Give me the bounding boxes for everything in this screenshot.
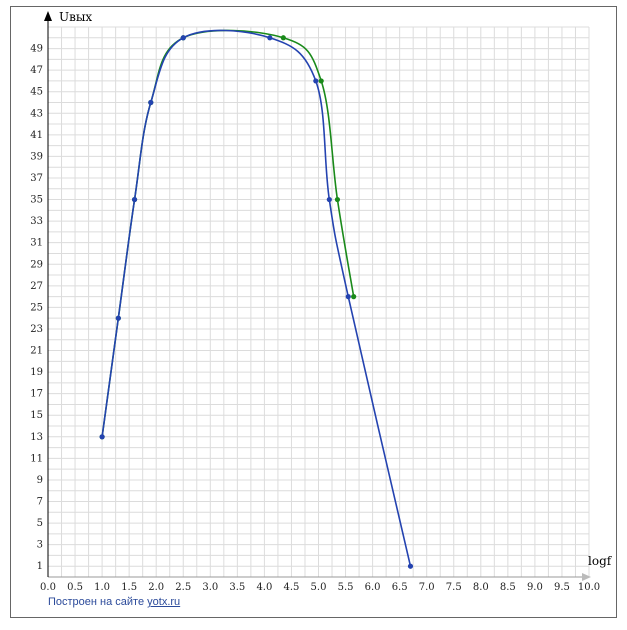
y-tick-label: 41 (30, 130, 43, 141)
y-tick-label: 9 (37, 475, 43, 486)
y-tick-label: 29 (30, 259, 43, 270)
data-point (99, 434, 105, 440)
y-tick-label: 33 (30, 216, 43, 227)
y-tick-label: 47 (30, 65, 43, 76)
x-tick-label: 4.5 (283, 582, 299, 593)
y-tick-labels: 1357911131517192123252729313335373941434… (30, 44, 43, 573)
y-axis-label: Uвых (59, 10, 92, 24)
y-tick-label: 7 (37, 497, 43, 508)
x-tick-label: 0.5 (67, 582, 83, 593)
site-link[interactable]: yotx.ru (147, 596, 181, 608)
y-tick-label: 27 (30, 281, 43, 292)
series-2 (99, 29, 414, 569)
x-tick-label: 3.5 (229, 582, 245, 593)
x-tick-label: 6.5 (392, 582, 408, 593)
data-point (115, 315, 121, 321)
y-tick-label: 39 (30, 151, 43, 162)
series-line (101, 29, 412, 567)
x-tick-label: 8.5 (500, 582, 516, 593)
line-chart: logf Uвых 0.0 0.5 1.0 1.5 2.0 2.5 3.0 3.5 4.0 4.5… (30, 10, 613, 593)
y-tick-label: 25 (30, 302, 43, 313)
x-tick-label: 6.0 (365, 582, 381, 593)
chart-frame: logf Uвых 0.0 0.5 1.0 1.5 2.0 2.5 3.0 3.5 4.0 4.5… (10, 6, 617, 618)
y-tick-label: 3 (37, 540, 43, 551)
footer: Построен на сайте yotx.ru (48, 596, 180, 608)
y-tick-label: 31 (30, 238, 43, 249)
x-tick-label: 7.5 (446, 582, 462, 593)
y-tick-label: 37 (30, 173, 43, 184)
axes: logf Uвых (44, 10, 613, 581)
y-tick-label: 49 (30, 44, 43, 55)
data-point (351, 294, 357, 300)
x-tick-label: 4.0 (256, 582, 272, 593)
y-tick-label: 23 (30, 324, 43, 335)
y-tick-label: 1 (37, 561, 43, 572)
y-tick-label: 11 (30, 453, 43, 464)
y-tick-label: 43 (30, 108, 43, 119)
y-tick-label: 13 (30, 432, 43, 443)
data-point (318, 78, 324, 84)
grid (47, 26, 590, 577)
x-tick-label: 2.0 (148, 582, 164, 593)
x-tick-label: 9.0 (527, 582, 543, 593)
x-tick-label: 7.0 (419, 582, 435, 593)
data-point (313, 78, 319, 84)
data-point (334, 196, 341, 203)
data-point (326, 196, 332, 203)
data-point (407, 563, 414, 569)
data-point (280, 35, 286, 41)
x-tick-label: 0.0 (40, 582, 56, 593)
data-point (180, 35, 186, 41)
y-tick-label: 5 (37, 518, 43, 529)
x-tick-label: 5.5 (338, 582, 354, 593)
x-tick-label: 10.0 (578, 582, 600, 593)
y-axis-arrow-icon (44, 11, 52, 21)
data-point (131, 196, 138, 203)
data-point (148, 99, 154, 106)
y-tick-label: 35 (30, 195, 43, 206)
y-tick-label: 17 (30, 389, 43, 400)
y-tick-label: 45 (30, 87, 43, 98)
x-tick-label: 1.0 (94, 582, 110, 593)
x-tick-label: 5.0 (311, 582, 327, 593)
x-axis-arrow-icon (582, 573, 591, 581)
data-point (267, 35, 273, 41)
x-tick-labels: 0.0 0.5 1.0 1.5 2.0 2.5 3.0 3.5 4.0 4.5 5.0 5.5 6.0 6… (40, 582, 600, 593)
x-tick-label: 3.0 (202, 582, 218, 593)
series (99, 29, 414, 569)
y-tick-label: 15 (30, 410, 43, 421)
x-tick-label: 8.0 (473, 582, 489, 593)
x-axis-label: logf (588, 554, 613, 568)
footer-text: Построен на сайте (48, 596, 145, 608)
x-tick-label: 2.5 (175, 582, 191, 593)
y-tick-label: 19 (30, 367, 43, 378)
y-tick-label: 21 (30, 346, 43, 357)
data-point (345, 294, 351, 300)
x-tick-label: 1.5 (121, 582, 137, 593)
x-tick-label: 9.5 (554, 582, 570, 593)
